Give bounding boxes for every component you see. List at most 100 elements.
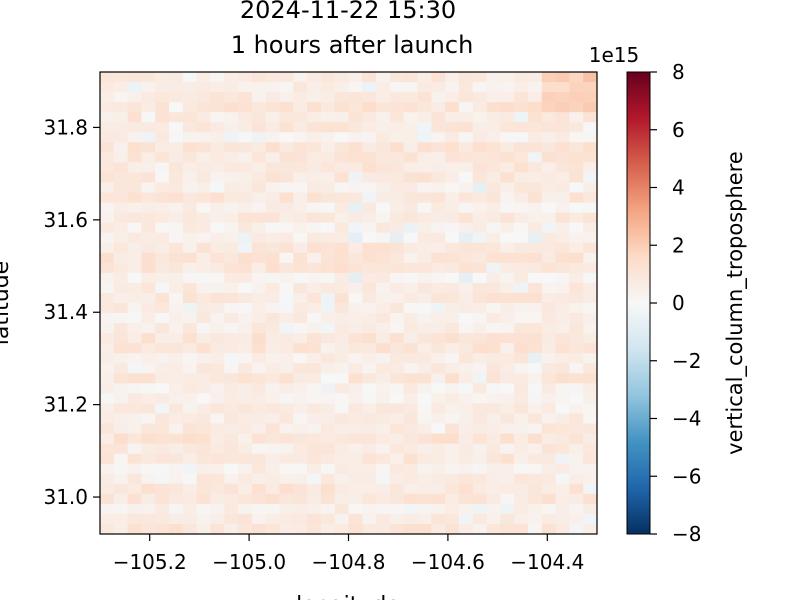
heatmap-cell <box>569 463 584 475</box>
heatmap-cell <box>334 313 350 324</box>
heatmap-cell <box>458 82 474 93</box>
heatmap-cell <box>348 262 363 274</box>
heatmap-cell <box>583 192 598 204</box>
heatmap-cell <box>320 152 336 163</box>
heatmap-cell <box>334 493 350 505</box>
colorbar-label: vertical_column_troposphere <box>723 151 748 455</box>
heatmap-cell <box>265 222 281 234</box>
heatmap-cell <box>334 172 350 184</box>
heatmap-cell <box>569 182 584 194</box>
heatmap-cell <box>334 252 350 264</box>
heatmap-cell <box>113 423 129 435</box>
heatmap-cell <box>541 503 557 515</box>
heatmap-cell <box>389 513 405 525</box>
heatmap-cell <box>141 453 156 465</box>
heatmap-cell <box>251 272 267 284</box>
heatmap-cell <box>127 343 143 354</box>
heatmap-cell <box>389 262 405 274</box>
heatmap-cell <box>293 503 308 515</box>
heatmap-cell <box>320 363 336 374</box>
heatmap-cell <box>113 102 129 113</box>
heatmap-cell <box>224 192 239 204</box>
heatmap-cell <box>362 172 377 184</box>
heatmap-cell <box>251 262 267 274</box>
heatmap-cell <box>417 142 432 153</box>
heatmap-cell <box>583 212 598 224</box>
heatmap-cell <box>514 523 529 535</box>
heatmap-cell <box>141 443 156 455</box>
heatmap-cell <box>113 383 129 394</box>
heatmap-cell <box>376 423 391 435</box>
heatmap-cell <box>279 383 294 394</box>
heatmap-cell <box>169 132 184 143</box>
heatmap-cell <box>472 212 488 224</box>
heatmap-cell <box>238 413 253 425</box>
heatmap-cell <box>293 443 308 455</box>
heatmap-cell <box>307 433 322 445</box>
heatmap-cell <box>458 503 474 515</box>
heatmap-cell <box>403 423 419 435</box>
heatmap-cell <box>307 232 322 244</box>
heatmap-cell <box>583 453 598 465</box>
heatmap-cell <box>334 443 350 455</box>
heatmap-cell <box>555 313 570 324</box>
heatmap-cell <box>210 102 225 113</box>
heatmap-cell <box>141 232 156 244</box>
heatmap-cell <box>389 493 405 505</box>
heatmap-cell <box>265 192 281 204</box>
heatmap-cell <box>210 343 225 354</box>
heatmap-cell <box>141 132 156 143</box>
heatmap-cell <box>500 413 515 425</box>
heatmap-cell <box>583 292 598 304</box>
heatmap-cell <box>486 222 501 234</box>
heatmap-cell <box>251 172 267 184</box>
heatmap-cell <box>155 403 170 415</box>
heatmap-cell <box>279 333 294 344</box>
heatmap-cell <box>141 493 156 505</box>
heatmap-cell <box>458 373 474 384</box>
heatmap-cell <box>445 162 460 174</box>
heatmap-cell <box>514 162 529 174</box>
heatmap-cell <box>431 513 446 525</box>
heatmap-cell <box>182 423 198 435</box>
heatmap-cell <box>141 72 156 83</box>
heatmap-cell <box>486 403 501 415</box>
heatmap-cell <box>334 262 350 274</box>
heatmap-cell <box>458 232 474 244</box>
heatmap-cell <box>348 443 363 455</box>
heatmap-cell <box>100 333 115 344</box>
heatmap-cell <box>251 162 267 174</box>
heatmap-cell <box>279 172 294 184</box>
heatmap-cell <box>182 252 198 264</box>
heatmap-cell <box>169 282 184 294</box>
heatmap-cell <box>141 202 156 214</box>
heatmap-cell <box>169 182 184 194</box>
heatmap-cell <box>514 252 529 264</box>
heatmap-cell <box>293 82 308 93</box>
heatmap-cell <box>155 503 170 515</box>
heatmap-cell <box>527 433 543 445</box>
heatmap-cell <box>458 523 474 535</box>
heatmap-cell <box>251 292 267 304</box>
heatmap-cell <box>472 393 488 405</box>
heatmap-cell <box>127 92 143 103</box>
heatmap-cell <box>583 162 598 174</box>
heatmap-cell <box>486 182 501 194</box>
heatmap-cell <box>500 453 515 465</box>
heatmap-cell <box>362 403 377 415</box>
heatmap-cell <box>431 132 446 143</box>
heatmap-cell <box>251 122 267 133</box>
heatmap-cell <box>307 323 322 334</box>
heatmap-cell <box>569 373 584 384</box>
heatmap-cell <box>389 443 405 455</box>
heatmap-cell <box>389 122 405 133</box>
heatmap-cell <box>251 72 267 83</box>
heatmap-cell <box>196 463 212 475</box>
heatmap-cell <box>583 262 598 274</box>
heatmap-cell <box>569 423 584 435</box>
heatmap-cell <box>293 142 308 153</box>
x-tick-label: −104.4 <box>510 550 584 574</box>
heatmap-cell <box>265 212 281 224</box>
heatmap-cell <box>307 383 322 394</box>
heatmap-cell <box>417 112 432 123</box>
